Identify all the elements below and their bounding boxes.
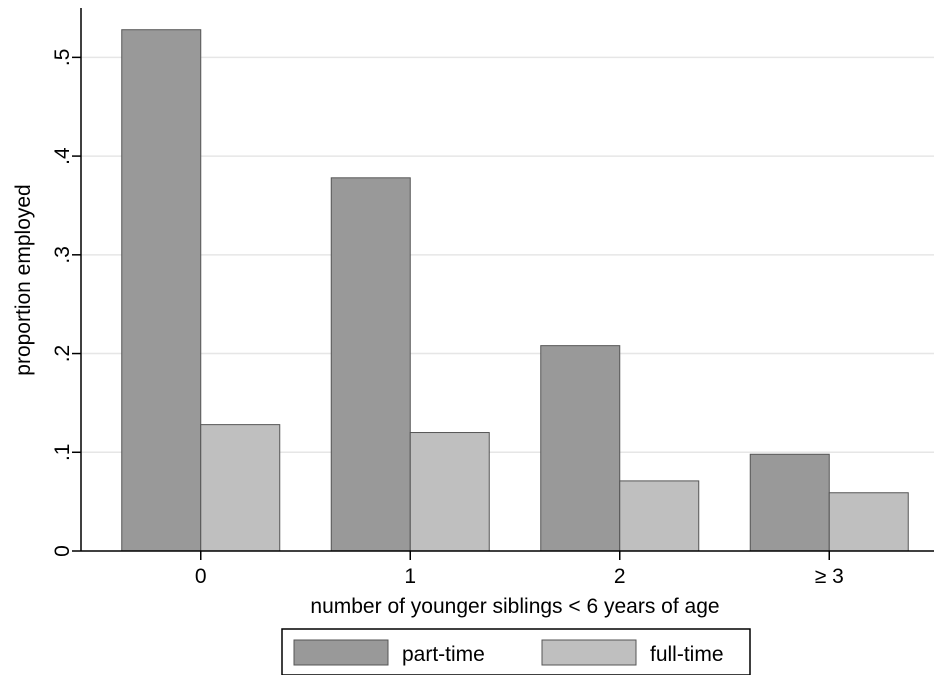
x-axis-title: number of younger siblings < 6 years of … xyxy=(310,595,719,618)
bar-full-time-3 xyxy=(828,492,909,552)
x-tick-label-1: 1 xyxy=(404,565,416,588)
y-axis-title: proportion employed xyxy=(12,184,35,375)
bar-part-time-3 xyxy=(749,453,830,552)
y-tick-label-4: .4 xyxy=(51,147,74,165)
y-tick-label-5: .5 xyxy=(51,49,74,67)
axes xyxy=(80,8,934,552)
y-tick-label-0: 0 xyxy=(51,545,74,557)
x-tick-label-3: ≥ 3 xyxy=(815,565,844,588)
y-tick-label-3: .3 xyxy=(51,246,74,264)
y-tick-label-2: .2 xyxy=(51,345,74,363)
legend: part-time full-time xyxy=(281,628,751,675)
x-axis-ticks: 0 1 2 ≥ 3 xyxy=(195,551,844,588)
legend-swatch-part-time xyxy=(293,639,389,666)
x-tick-label-0: 0 xyxy=(195,565,207,588)
bar-full-time-2 xyxy=(619,480,700,552)
legend-swatch-full-time xyxy=(541,639,637,666)
bar-full-time-0 xyxy=(200,424,281,552)
x-tick-label-2: 2 xyxy=(614,565,626,588)
bar-part-time-1 xyxy=(330,177,411,552)
bars xyxy=(121,29,909,552)
legend-label-part-time: part-time xyxy=(402,643,485,666)
legend-label-full-time: full-time xyxy=(650,643,724,666)
bar-full-time-1 xyxy=(409,432,490,552)
y-axis-ticks: 0 .1 .2 .3 .4 .5 xyxy=(51,49,81,557)
bar-part-time-2 xyxy=(540,345,621,552)
y-tick-label-1: .1 xyxy=(51,444,74,462)
bar-part-time-0 xyxy=(121,29,202,552)
